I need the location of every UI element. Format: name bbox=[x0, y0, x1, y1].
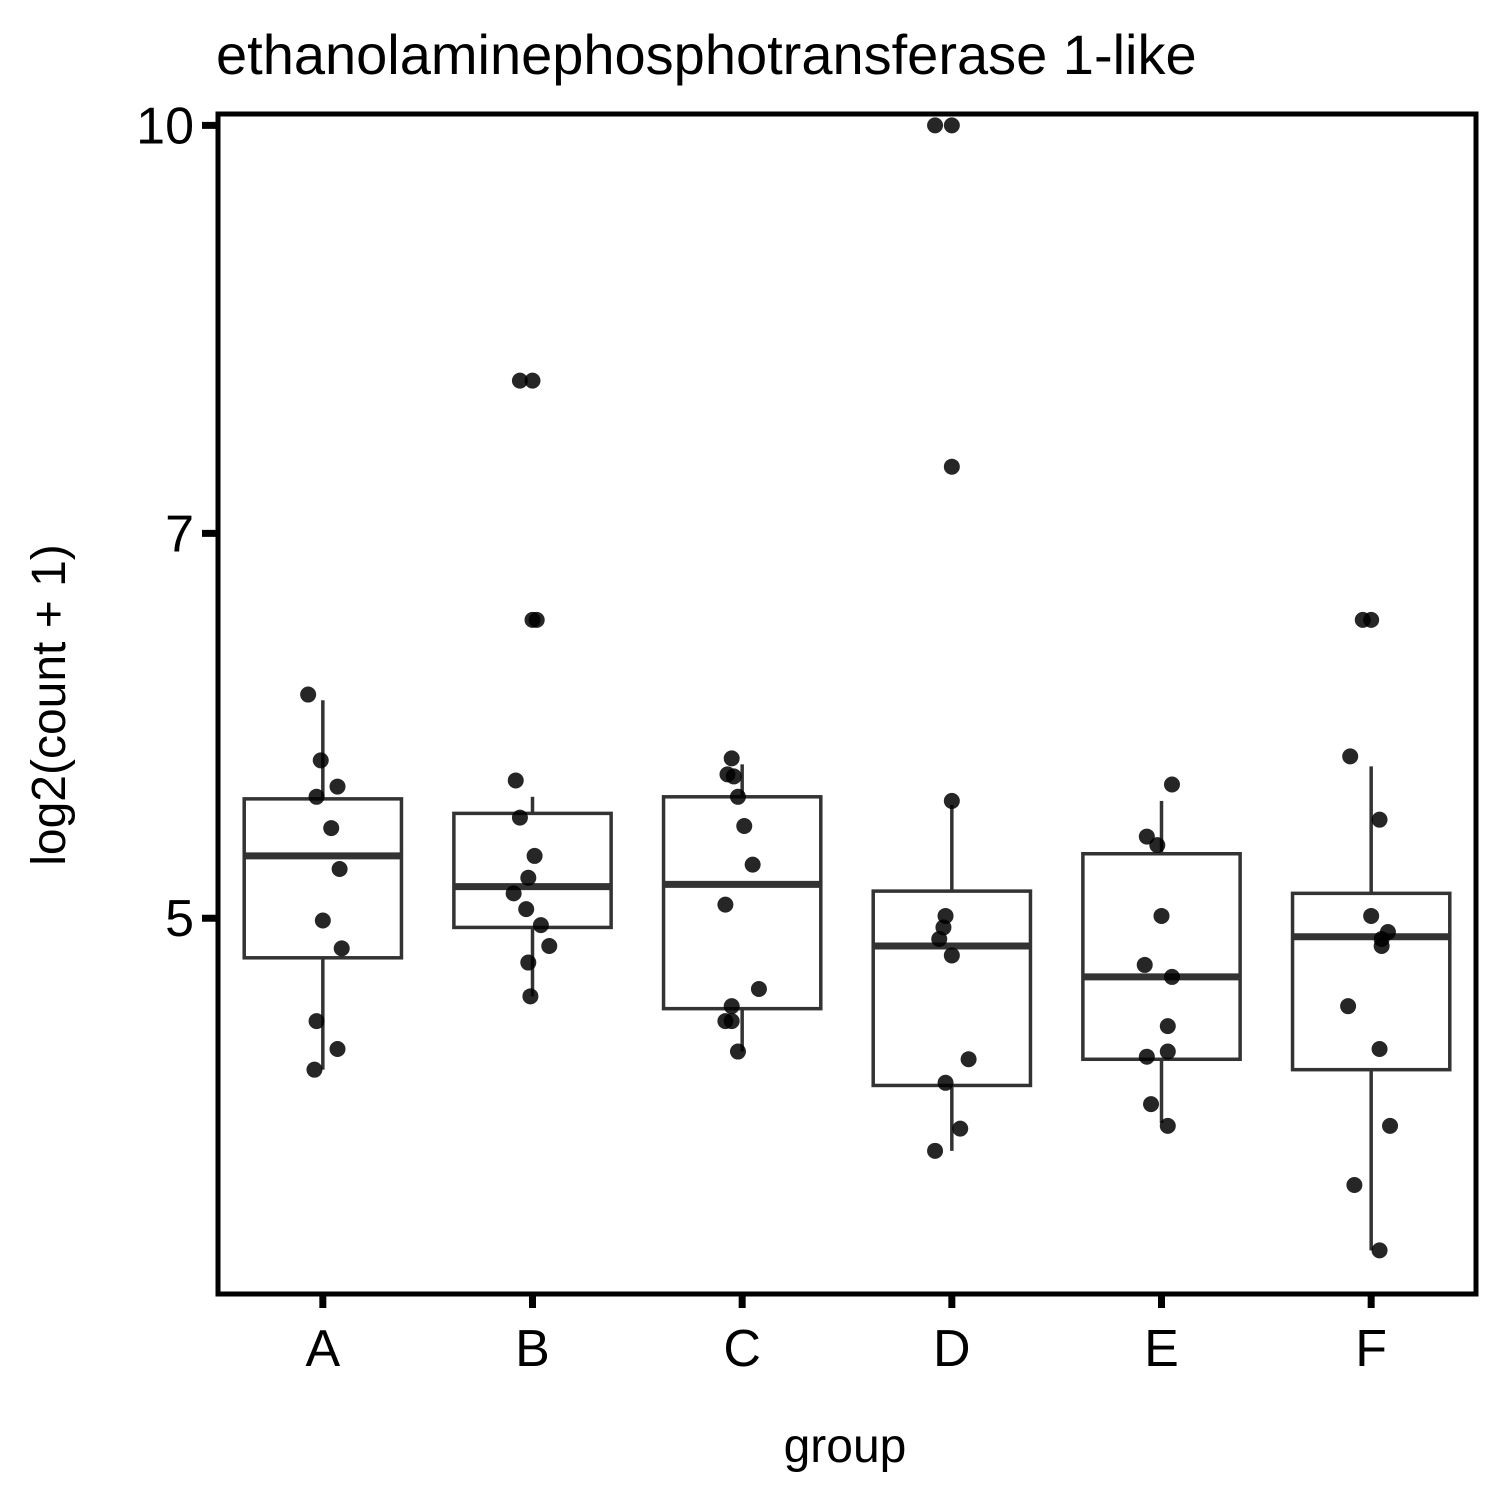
data-point bbox=[312, 752, 329, 769]
y-axis: 5 7 10 bbox=[136, 97, 218, 948]
data-point bbox=[717, 896, 734, 913]
data-point bbox=[1373, 938, 1390, 955]
data-point bbox=[736, 817, 753, 834]
data-point bbox=[927, 117, 944, 134]
data-point bbox=[943, 458, 960, 475]
data-point bbox=[524, 372, 541, 389]
data-point bbox=[1153, 907, 1170, 924]
x-tick-label: C bbox=[723, 1320, 761, 1378]
data-point bbox=[505, 885, 522, 902]
box-F bbox=[1290, 766, 1452, 1251]
data-point bbox=[520, 869, 537, 886]
box-D bbox=[871, 805, 1033, 1151]
box-iqr bbox=[242, 797, 404, 960]
data-point bbox=[1342, 748, 1359, 765]
data-point bbox=[1149, 837, 1166, 854]
data-point bbox=[1371, 1040, 1388, 1057]
y-tick-label: 10 bbox=[136, 97, 194, 155]
box-iqr bbox=[871, 889, 1033, 1088]
data-point bbox=[1136, 956, 1153, 973]
y-axis-label: log2(count + 1) bbox=[23, 544, 76, 866]
data-point bbox=[518, 901, 535, 918]
data-point bbox=[1340, 998, 1357, 1015]
data-point bbox=[532, 917, 549, 934]
data-point bbox=[329, 778, 346, 795]
data-point bbox=[329, 1040, 346, 1057]
data-point bbox=[333, 940, 350, 957]
box-A bbox=[242, 700, 404, 1070]
data-point bbox=[723, 998, 740, 1015]
y-tick-label: 7 bbox=[165, 505, 194, 563]
x-tick-label: E bbox=[1144, 1320, 1179, 1378]
plot-panel-border bbox=[215, 111, 1479, 1297]
data-point bbox=[314, 912, 331, 929]
data-point bbox=[520, 954, 537, 971]
x-tick-label: A bbox=[305, 1320, 340, 1378]
data-point bbox=[323, 820, 340, 837]
data-point bbox=[943, 117, 960, 134]
data-point bbox=[1163, 776, 1180, 793]
y-tick-label: 5 bbox=[165, 890, 194, 948]
data-point bbox=[541, 938, 558, 955]
points-layer bbox=[300, 117, 1399, 1259]
data-point bbox=[1371, 1242, 1388, 1259]
data-point bbox=[1371, 811, 1388, 828]
boxes-layer bbox=[242, 700, 1452, 1251]
data-point bbox=[723, 1013, 740, 1030]
data-point bbox=[507, 772, 524, 789]
data-point bbox=[306, 1061, 323, 1078]
data-point bbox=[943, 792, 960, 809]
data-point bbox=[331, 860, 348, 877]
data-point bbox=[744, 856, 761, 873]
data-point bbox=[937, 1074, 954, 1091]
data-point bbox=[750, 981, 767, 998]
data-point bbox=[511, 372, 528, 389]
x-tick-label: B bbox=[515, 1320, 550, 1378]
data-point bbox=[943, 947, 960, 964]
data-point bbox=[1159, 1018, 1176, 1035]
box-C bbox=[661, 764, 823, 1052]
x-axis-label: group bbox=[784, 1420, 907, 1473]
x-tick-label: D bbox=[933, 1320, 971, 1378]
data-point bbox=[1382, 1117, 1399, 1134]
data-point bbox=[1346, 1176, 1363, 1193]
data-point bbox=[960, 1051, 977, 1068]
data-point bbox=[931, 931, 948, 948]
chart-title: ethanolaminephosphotransferase 1-like bbox=[216, 23, 1197, 86]
data-point bbox=[528, 611, 545, 628]
data-point bbox=[1163, 968, 1180, 985]
data-point bbox=[952, 1120, 969, 1137]
data-point bbox=[1138, 1048, 1155, 1065]
data-point bbox=[927, 1142, 944, 1159]
data-point bbox=[511, 809, 528, 826]
data-point bbox=[725, 768, 742, 785]
data-point bbox=[1363, 907, 1380, 924]
x-tick-label: F bbox=[1355, 1320, 1387, 1378]
data-point bbox=[729, 788, 746, 805]
data-point bbox=[300, 686, 317, 703]
data-point bbox=[522, 988, 539, 1005]
data-point bbox=[1159, 1043, 1176, 1060]
data-point bbox=[1159, 1117, 1176, 1134]
data-point bbox=[1363, 611, 1380, 628]
data-point bbox=[308, 788, 325, 805]
data-point bbox=[526, 847, 543, 864]
data-point bbox=[1143, 1096, 1160, 1113]
x-axis: A B C D E F bbox=[305, 1294, 1387, 1378]
data-point bbox=[308, 1013, 325, 1030]
data-point bbox=[729, 1043, 746, 1060]
data-point bbox=[723, 750, 740, 767]
